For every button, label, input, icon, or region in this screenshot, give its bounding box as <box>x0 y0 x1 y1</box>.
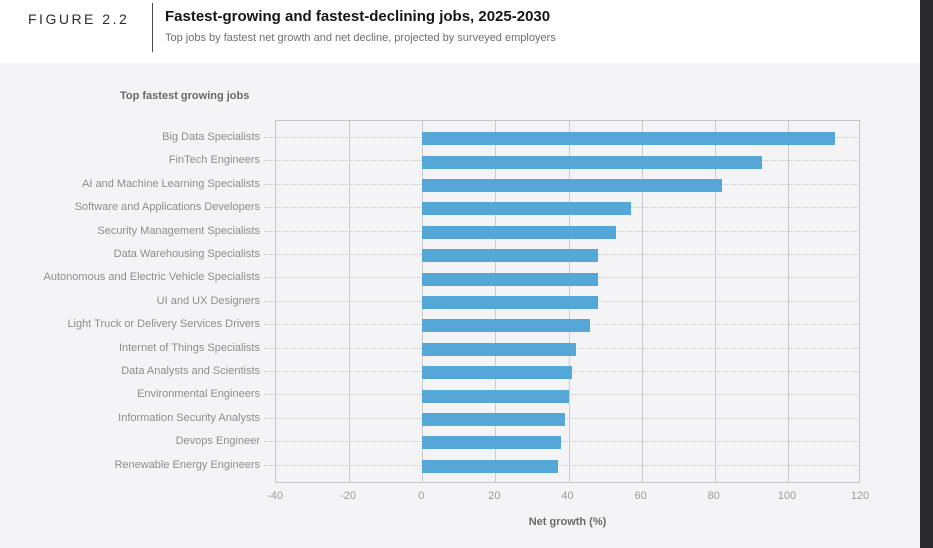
category-label: Data Analysts and Scientists <box>121 365 260 377</box>
x-tick-label: 120 <box>850 490 870 502</box>
chart-section-label: Top fastest growing jobs <box>120 90 250 102</box>
x-tick-label: 80 <box>707 490 720 502</box>
category-label: Autonomous and Electric Vehicle Speciali… <box>43 271 260 284</box>
bar <box>422 132 836 146</box>
category-label: Information Security Analysts <box>118 411 260 424</box>
bar <box>422 272 598 286</box>
bar <box>422 459 558 473</box>
category-label: FinTech Engineers <box>168 154 260 167</box>
bar <box>422 389 569 403</box>
gridline <box>641 121 643 482</box>
x-tick-label: 40 <box>561 490 574 502</box>
x-tick-label: 100 <box>777 490 797 502</box>
gridline <box>787 121 789 482</box>
bar <box>422 413 565 426</box>
x-tick-label: -40 <box>267 490 283 502</box>
figure-header: FIGURE 2.2 Fastest-growing and fastest-d… <box>0 0 920 63</box>
category-label: Security Management Specialists <box>97 224 260 237</box>
category-label: Internet of Things Specialists <box>118 341 260 354</box>
category-label: Light Truck or Delivery Services Drivers <box>67 318 260 331</box>
bar <box>422 225 617 239</box>
bar <box>422 319 591 333</box>
bar <box>422 296 598 309</box>
category-label: Data Warehousing Specialists <box>113 248 260 260</box>
x-tick-label: -20 <box>340 490 357 502</box>
bar <box>422 155 763 169</box>
x-tick-label: 20 <box>488 490 501 502</box>
category-label: Software and Applications Developers <box>74 201 260 214</box>
chart-row: Renewable Energy Engineers <box>0 454 860 477</box>
bar <box>422 202 631 216</box>
gridline <box>714 121 716 482</box>
bar <box>422 366 573 380</box>
row-leader-dots <box>264 464 858 466</box>
chart-panel: Top fastest growing jobs Big Data Specia… <box>0 63 920 548</box>
x-axis-title: Net growth (%) <box>528 516 607 528</box>
category-label: Environmental Engineers <box>137 388 260 401</box>
x-tick-label: 0 <box>418 490 425 502</box>
category-label: AI and Machine Learning Specialists <box>82 177 260 190</box>
x-tick-label: 60 <box>634 490 647 502</box>
category-label: Devops Engineer <box>175 435 260 448</box>
figure-title: Fastest-growing and fastest-declining jo… <box>165 8 551 25</box>
category-label: Renewable Energy Engineers <box>114 458 260 471</box>
x-axis-ticks: -40 -20 0 20 40 60 80 100 120 <box>0 490 920 504</box>
header-divider <box>152 3 153 52</box>
gridline <box>349 121 351 482</box>
bar <box>422 249 598 263</box>
category-label: Big Data Specialists <box>162 131 260 143</box>
plot-area <box>275 120 860 483</box>
bar <box>422 436 562 450</box>
bar <box>422 342 576 356</box>
category-label: UI and UX Designers <box>156 294 260 307</box>
bar <box>422 179 723 192</box>
figure-number-label: FIGURE 2.2 <box>28 11 130 27</box>
figure-subtitle: Top jobs by fastest net growth and net d… <box>165 32 556 44</box>
dark-edge-strip <box>920 0 933 548</box>
